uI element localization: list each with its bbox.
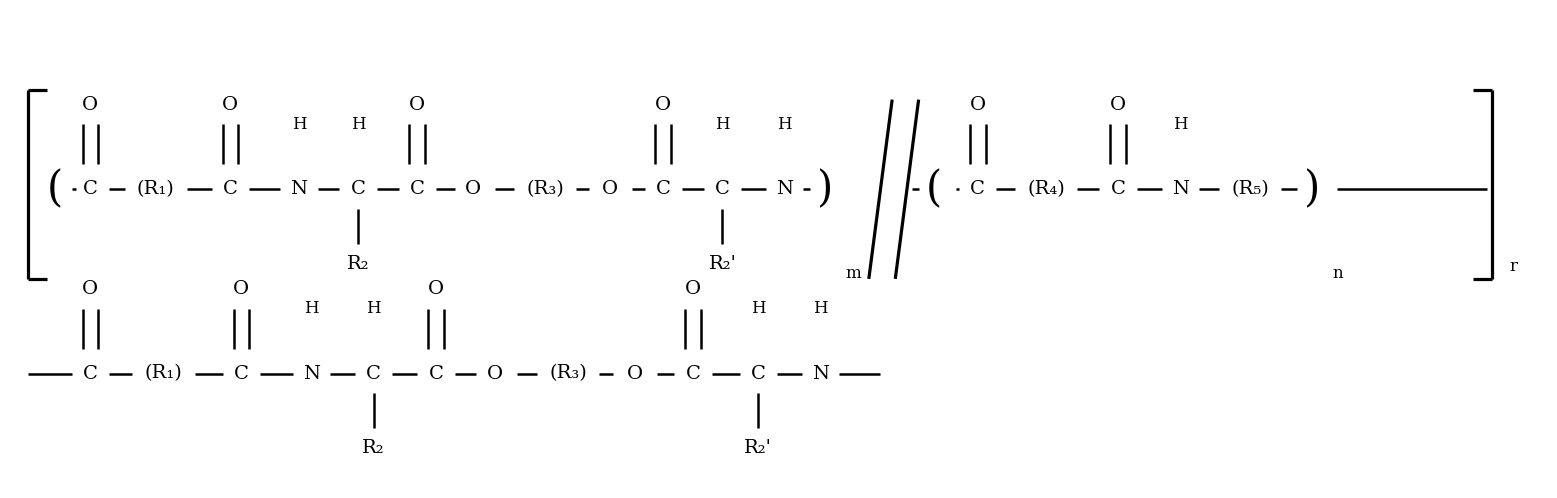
Text: C: C (223, 180, 238, 198)
Text: C: C (350, 180, 366, 198)
Text: N: N (813, 365, 828, 382)
Text: H: H (777, 116, 793, 133)
Text: O: O (627, 365, 643, 382)
Text: N: N (777, 180, 793, 198)
Text: (R₄): (R₄) (1028, 180, 1065, 198)
Text: O: O (428, 280, 444, 298)
Text: R₂': R₂' (708, 255, 736, 273)
Text: ): ) (1305, 168, 1320, 210)
Text: (: ( (47, 168, 62, 210)
Text: R₂': R₂' (744, 439, 772, 457)
Text: R₂: R₂ (347, 255, 369, 273)
Text: C: C (685, 365, 701, 382)
Text: C: C (715, 180, 730, 198)
Text: r: r (1509, 258, 1518, 275)
Text: N: N (291, 180, 307, 198)
Text: C: C (750, 365, 766, 382)
Text: H: H (715, 116, 730, 133)
Text: N: N (1172, 180, 1188, 198)
Text: O: O (603, 180, 618, 198)
Text: H: H (366, 300, 381, 317)
Text: (R₁): (R₁) (137, 180, 174, 198)
Text: (R₃): (R₃) (526, 180, 564, 198)
Text: O: O (487, 365, 503, 382)
Text: O: O (685, 280, 701, 298)
Text: H: H (813, 300, 828, 317)
Text: O: O (466, 180, 481, 198)
Text: H: H (350, 116, 366, 133)
Text: O: O (970, 96, 986, 114)
Text: C: C (83, 180, 98, 198)
Text: C: C (1110, 180, 1126, 198)
Text: H: H (750, 300, 766, 317)
Text: R₂: R₂ (363, 439, 385, 457)
Text: H: H (291, 116, 307, 133)
Text: O: O (409, 96, 425, 114)
Text: O: O (234, 280, 249, 298)
Text: O: O (223, 96, 238, 114)
Text: O: O (83, 280, 98, 298)
Text: ): ) (817, 168, 833, 210)
Text: O: O (83, 96, 98, 114)
Text: m: m (845, 265, 861, 282)
Text: H: H (1172, 116, 1188, 133)
Text: C: C (409, 180, 425, 198)
Text: (R₃): (R₃) (550, 365, 587, 382)
Text: H: H (304, 300, 319, 317)
Text: (: ( (926, 168, 942, 210)
Text: (R₁): (R₁) (145, 365, 182, 382)
Text: C: C (234, 365, 249, 382)
Text: O: O (655, 96, 671, 114)
Text: C: C (83, 365, 98, 382)
Text: n: n (1333, 265, 1342, 282)
Text: N: N (304, 365, 319, 382)
Text: C: C (970, 180, 986, 198)
Text: C: C (655, 180, 671, 198)
Text: C: C (428, 365, 444, 382)
Text: C: C (366, 365, 381, 382)
Text: (R₅): (R₅) (1232, 180, 1269, 198)
Text: O: O (1110, 96, 1126, 114)
